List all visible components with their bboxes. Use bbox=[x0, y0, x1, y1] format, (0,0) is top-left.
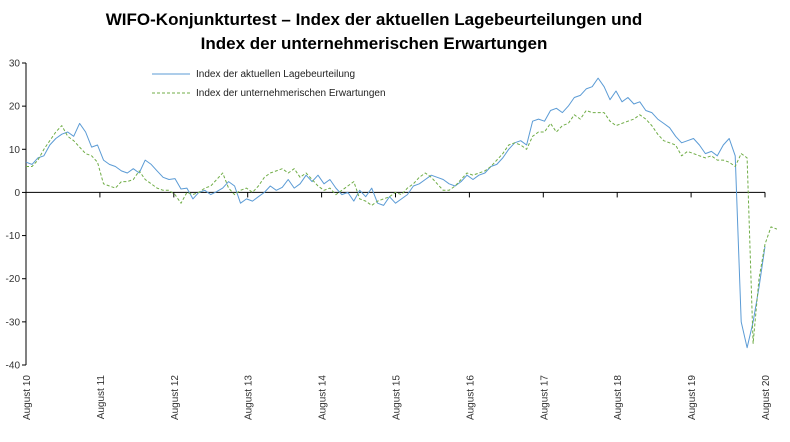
y-tick-label: 10 bbox=[9, 145, 21, 156]
y-tick-label: -20 bbox=[6, 274, 21, 285]
x-tick-label: August 19 bbox=[687, 375, 698, 420]
y-tick-label: 20 bbox=[9, 102, 21, 113]
y-tick-label: -40 bbox=[6, 361, 21, 372]
chart-title-line-2: Index der unternehmerischen Erwartungen bbox=[201, 34, 548, 53]
series-layer bbox=[25, 77, 778, 349]
x-axis: August 10 August 11 August 12 August 13 Augu… bbox=[22, 191, 772, 420]
legend-label-lagebeurteilung: Index der aktuellen Lagebeurteilung bbox=[196, 69, 355, 80]
x-tick-label: August 11 bbox=[96, 375, 107, 420]
series-line-lagebeurteilung bbox=[25, 77, 766, 349]
x-tick-label: August 18 bbox=[613, 375, 624, 420]
x-tick-label: August 12 bbox=[170, 375, 181, 420]
legend: Index der aktuellen Lagebeurteilung Inde… bbox=[152, 69, 386, 99]
x-tick-label: August 15 bbox=[392, 375, 403, 420]
legend-label-erwartungen: Index der unternehmerischen Erwartungen bbox=[196, 88, 386, 99]
y-tick-label: 30 bbox=[9, 59, 21, 70]
y-axis: 30 20 10 0 -10 -20 -30 -40 bbox=[6, 59, 27, 372]
x-tick-label: August 13 bbox=[244, 375, 255, 420]
chart-title-line-1: WIFO-Konjunkturtest – Index der aktuelle… bbox=[106, 10, 643, 29]
y-tick-label: 0 bbox=[14, 188, 20, 199]
x-tick-label: August 16 bbox=[465, 375, 476, 420]
x-tick-label: August 14 bbox=[318, 375, 329, 420]
x-tick-label: August 10 bbox=[22, 375, 33, 420]
series-line-erwartungen bbox=[26, 110, 778, 344]
y-tick-label: -30 bbox=[6, 317, 21, 328]
y-tick-label: -10 bbox=[6, 231, 21, 242]
x-tick-label: August 20 bbox=[761, 375, 772, 420]
x-tick-label: August 17 bbox=[539, 375, 550, 420]
